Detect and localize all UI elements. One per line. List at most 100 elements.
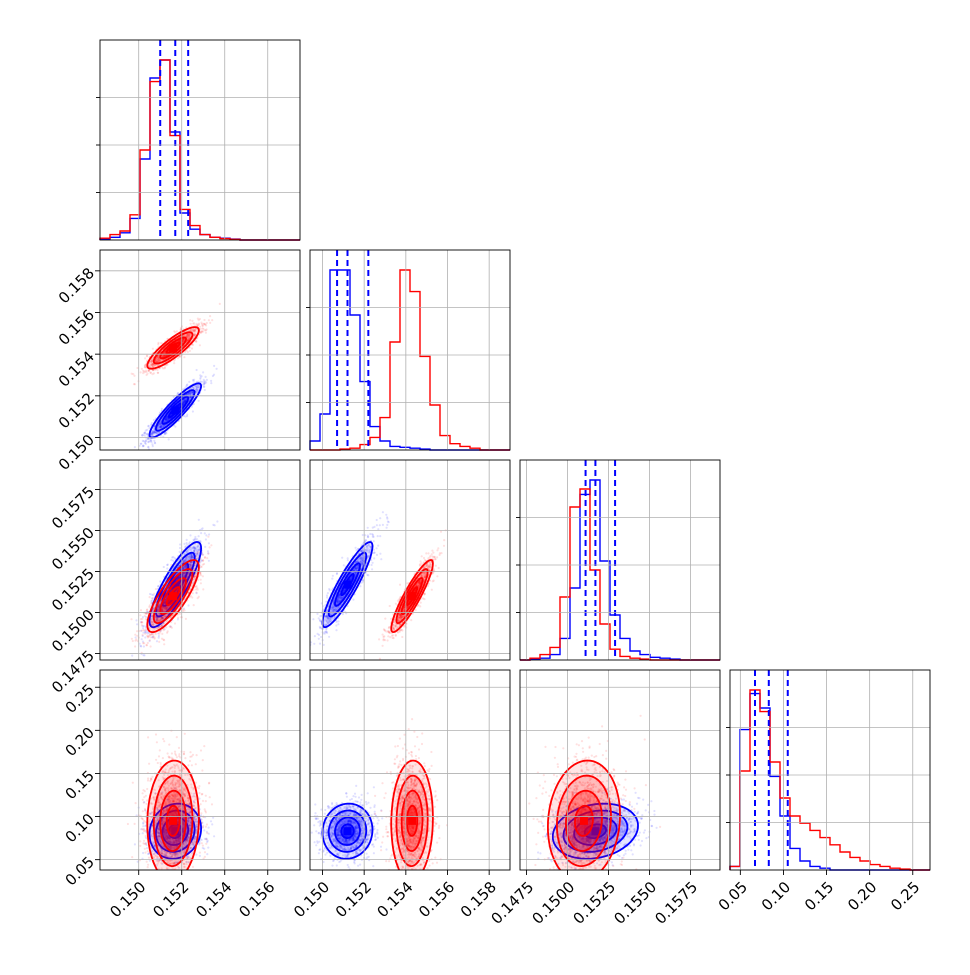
density-peak <box>171 406 179 414</box>
histogram-red <box>730 690 930 870</box>
scatter-point <box>183 543 185 545</box>
scatter-point <box>154 442 156 444</box>
histogram-panel-0 <box>100 40 300 240</box>
scatter-point <box>144 636 146 638</box>
scatter-point <box>207 550 209 552</box>
scatter-point <box>148 425 150 427</box>
scatter-point <box>173 362 175 364</box>
scatter-point <box>208 560 210 562</box>
scatter-point <box>210 382 212 384</box>
scatter-point <box>204 389 206 391</box>
scatter-point <box>145 433 147 435</box>
scatter-point <box>152 597 154 599</box>
scatter-point <box>164 366 166 368</box>
contours-blue <box>150 383 202 437</box>
scatter-point <box>208 319 210 321</box>
scatter-point <box>191 320 193 322</box>
scatter-point <box>142 634 144 636</box>
scatter-point <box>192 344 194 346</box>
scatter-point <box>186 414 188 416</box>
scatter-point <box>144 357 146 359</box>
scatter-point <box>212 375 214 377</box>
scatter-point <box>136 367 138 369</box>
scatter-point <box>143 654 145 656</box>
scatter-point <box>142 627 144 629</box>
scatter-point <box>189 534 191 536</box>
scatter-point <box>141 368 143 370</box>
scatter-point <box>208 533 210 535</box>
scatter-point <box>179 551 181 553</box>
scatter-point <box>135 619 137 621</box>
scatter-point <box>154 453 156 455</box>
scatter-point <box>206 379 208 381</box>
scatter-point <box>147 446 149 448</box>
scatter-point <box>153 372 155 374</box>
scatter-point <box>143 625 145 627</box>
scatter-point <box>143 445 145 447</box>
scatter-point <box>201 330 203 332</box>
scatter-point <box>184 415 186 417</box>
scatter-point <box>200 532 202 534</box>
scatter-point <box>195 591 197 593</box>
scatter-point <box>186 384 188 386</box>
scatter-point <box>143 645 145 647</box>
scatter-point <box>198 400 200 402</box>
scatter-point <box>185 386 187 388</box>
histogram-blue <box>520 480 720 660</box>
scatter-point <box>149 440 151 442</box>
scatter-point <box>199 318 201 320</box>
scatter-point <box>186 544 188 546</box>
scatter-point <box>201 327 203 329</box>
scatter-point <box>200 322 202 324</box>
scatter-point <box>191 347 193 349</box>
panel-grid-1-0 <box>100 250 300 450</box>
scatter-point <box>193 380 195 382</box>
scatter-point <box>166 567 168 569</box>
scatter-point <box>141 435 143 437</box>
scatter-point <box>146 374 148 376</box>
scatter-point <box>161 633 163 635</box>
scatter-point <box>157 372 159 374</box>
scatter-point <box>216 368 218 370</box>
scatter-point <box>158 633 160 635</box>
scatter-point <box>156 640 158 642</box>
scatter-point <box>196 369 198 371</box>
scatter-point <box>122 456 124 458</box>
scatter-point <box>157 342 159 344</box>
scatter-point <box>187 604 189 606</box>
scatter-point <box>158 585 160 587</box>
scatter-content <box>122 303 221 463</box>
scatter-point <box>132 373 134 375</box>
scatter-point <box>177 617 179 619</box>
scatter-point <box>145 644 147 646</box>
scatter-point <box>163 566 165 568</box>
scatter-point <box>179 356 181 358</box>
scatter-point <box>171 627 173 629</box>
scatter-point <box>213 365 215 367</box>
scatter-point <box>155 633 157 635</box>
scatter-point <box>167 564 169 566</box>
scatter-point <box>210 380 212 382</box>
scatter-point <box>195 341 197 343</box>
scatter-point <box>192 322 194 324</box>
scatter-point <box>199 540 201 542</box>
scatter-point <box>153 419 155 421</box>
scatter-point <box>170 559 172 561</box>
scatter-point <box>197 318 199 320</box>
scatter-point <box>141 638 143 640</box>
scatter-panel-1-0 <box>122 303 221 463</box>
scatter-point <box>133 461 135 463</box>
scatter-point <box>199 344 201 346</box>
scatter-point <box>189 350 191 352</box>
scatter-point <box>130 618 132 620</box>
scatter-point <box>198 519 200 521</box>
scatter-point <box>144 615 146 617</box>
scatter-point <box>202 588 204 590</box>
scatter-point <box>198 323 200 325</box>
scatter-point <box>145 440 147 442</box>
scatter-point <box>172 556 174 558</box>
scatter-point <box>174 426 176 428</box>
scatter-point <box>219 303 221 305</box>
histogram-blue <box>310 270 510 450</box>
